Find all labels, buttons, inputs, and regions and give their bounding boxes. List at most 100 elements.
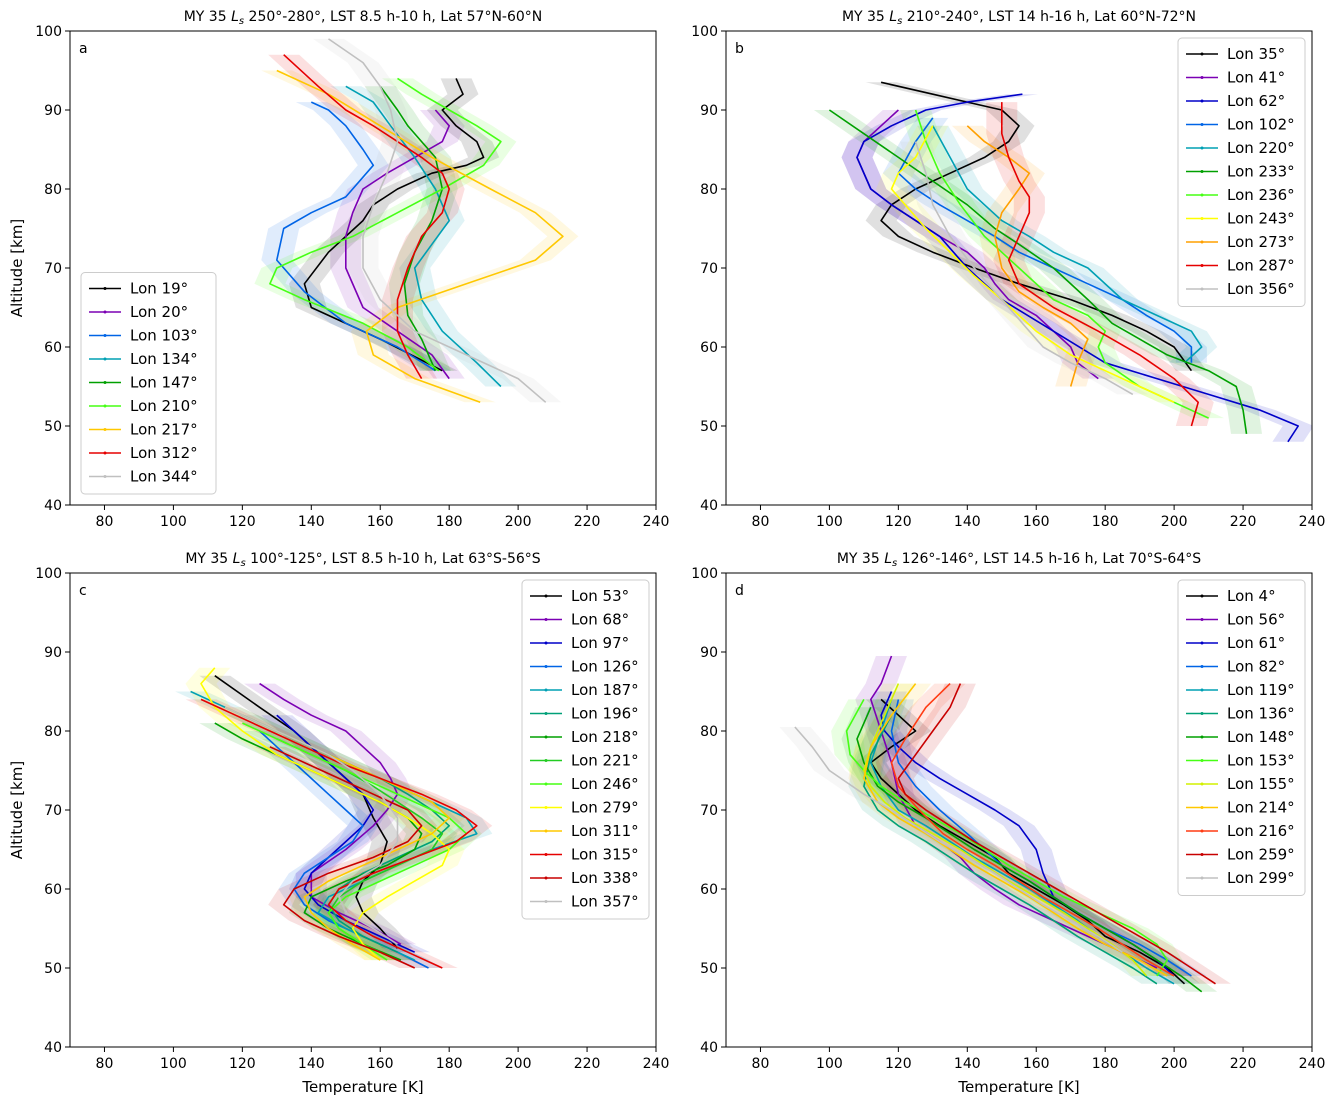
uncertainty-band-b-9 (986, 102, 1214, 426)
series-line-a-5 (269, 77, 502, 372)
legend-label: Lon 97° (571, 634, 629, 652)
uncertainty-band-a-5 (254, 78, 517, 371)
x-tick-label: 200 (1161, 1056, 1188, 1072)
y-tick-label: 90 (700, 103, 718, 119)
series-line-a-2 (276, 101, 436, 372)
legend-label: Lon 136° (1227, 705, 1295, 723)
series-line-d-5 (863, 714, 1158, 985)
legend-marker (1200, 99, 1204, 103)
legend-box (1177, 579, 1306, 896)
legend-box (80, 272, 217, 495)
legend-marker (544, 806, 548, 809)
series-line-a-4 (379, 85, 444, 372)
legend-label: Lon 221° (571, 752, 639, 770)
legend-marker (1200, 123, 1204, 126)
series-line-a-6 (276, 69, 564, 404)
x-tick-label: 180 (1092, 1056, 1119, 1072)
legend-label: Lon 356° (1227, 280, 1295, 298)
legend-box (521, 579, 650, 920)
series-line-b-0 (880, 81, 1193, 372)
legend-label: Lon 153° (1227, 752, 1295, 770)
legend-label: Lon 147° (130, 374, 198, 392)
legend-label: Lon 236° (1227, 186, 1295, 204)
uncertainty-band-c-9 (185, 667, 465, 961)
legend-marker (103, 428, 107, 431)
x-tick-label: 240 (1299, 514, 1326, 530)
x-tick-label: 240 (643, 1056, 670, 1072)
x-tick-label: 100 (160, 1056, 187, 1072)
x-tick-label: 240 (643, 514, 670, 530)
x-tick-label: 220 (1230, 1056, 1257, 1072)
legend-marker (1200, 876, 1204, 880)
x-tick-label: 140 (954, 514, 981, 530)
legend-marker (1200, 712, 1204, 715)
series-line-b-9 (1001, 102, 1199, 427)
uncertainty-band-b-5 (813, 110, 1262, 434)
uncertainty-band-c-2 (261, 715, 431, 953)
legend-label: Lon 338° (571, 869, 639, 887)
y-tick-label: 60 (700, 882, 718, 898)
y-tick-label: 90 (700, 645, 718, 661)
legend-label: Lon 62° (1227, 92, 1285, 110)
series-line-c-9 (200, 667, 450, 961)
x-tick-label: 180 (436, 514, 463, 530)
legend-c: Lon 53° Lon 68° Lon 97° Lon 126° Lon 187° Lon… (521, 579, 650, 920)
x-tick-label: 160 (1023, 1056, 1050, 1072)
legend-label: Lon 53° (571, 587, 629, 605)
x-tick-label: 120 (229, 1056, 256, 1072)
legend-marker (1200, 618, 1204, 621)
x-tick-label: 140 (298, 1056, 325, 1072)
legend-label: Lon 218° (571, 728, 639, 746)
legend-marker (544, 618, 548, 621)
uncertainty-band-d-5 (848, 715, 1173, 984)
uncertainty-band-b-0 (865, 82, 1207, 371)
legend-label: Lon 273° (1227, 233, 1295, 251)
x-tick-label: 200 (505, 1056, 532, 1072)
legend-marker (1200, 193, 1204, 197)
y-tick-label: 60 (44, 882, 62, 898)
series-line-d-12 (794, 726, 1123, 953)
series-line-d-10 (890, 683, 1175, 977)
legend-label: Lon 220° (1227, 139, 1295, 157)
y-axis-label-a: Altitude [km] (8, 219, 26, 317)
uncertainty-band-c-8 (226, 723, 482, 961)
series-line-d-7 (845, 699, 1168, 977)
legend-b: Lon 35° Lon 41° Lon 62° Lon 102° Lon 220° Lon… (1177, 37, 1306, 307)
y-tick-label: 50 (700, 961, 718, 977)
series-line-d-11 (897, 683, 1216, 985)
x-tick-label: 140 (298, 514, 325, 530)
plot-area-c (175, 667, 493, 969)
uncertainty-band-c-7 (261, 738, 458, 961)
y-axis-label-c: Altitude [km] (8, 761, 26, 859)
legend-marker (103, 451, 107, 455)
uncertainty-band-c-13 (209, 707, 413, 945)
x-tick-label: 120 (229, 514, 256, 530)
legend-marker (544, 876, 548, 880)
y-tick-label: 80 (700, 182, 718, 198)
series-line-a-3 (345, 85, 502, 388)
legend-marker (103, 334, 107, 337)
x-tick-label: 200 (505, 514, 532, 530)
y-tick-label: 70 (44, 803, 62, 819)
legend-label: Lon 103° (130, 327, 198, 345)
legend-label: Lon 246° (571, 775, 639, 793)
legend-label: Lon 216° (1227, 822, 1295, 840)
legend-marker (103, 404, 107, 408)
x-tick-label: 120 (885, 514, 912, 530)
legend-label: Lon 196° (571, 705, 639, 723)
y-tick-label: 70 (700, 261, 718, 277)
series-line-b-3 (897, 117, 1193, 363)
series-line-c-8 (242, 722, 468, 961)
legend-marker (1200, 170, 1204, 173)
legend-marker (544, 712, 548, 715)
plot-area-b (813, 81, 1312, 443)
x-tick-label: 220 (574, 514, 601, 530)
series-line-b-4 (932, 125, 1203, 364)
series-line-a-7 (283, 54, 450, 380)
x-tick-label: 220 (574, 1056, 601, 1072)
legend-label: Lon 35° (1227, 45, 1285, 63)
y-tick-label: 50 (700, 419, 718, 435)
panel-c: 80 100 120 140 160 180 200 220 240 40 50 60 70 80 90 10… (8, 551, 669, 1096)
x-tick-label: 120 (885, 1056, 912, 1072)
x-axis-label-c: Temperature [K] (301, 1078, 423, 1096)
